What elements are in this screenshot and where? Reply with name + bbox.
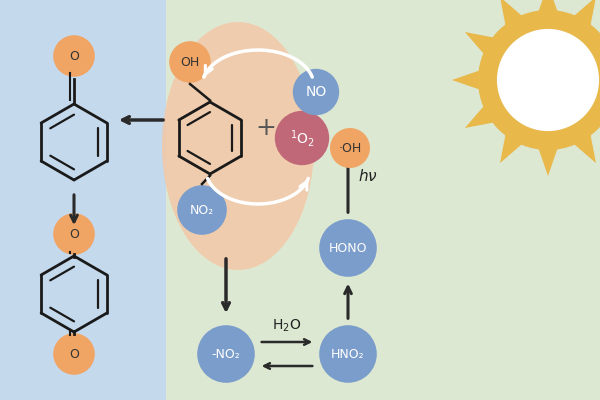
Text: H$_2$O: H$_2$O bbox=[272, 318, 302, 334]
Text: NO₂: NO₂ bbox=[190, 204, 214, 216]
Text: O: O bbox=[69, 348, 79, 360]
Circle shape bbox=[319, 325, 377, 383]
Circle shape bbox=[319, 219, 377, 277]
Text: $^1$O$_2$: $^1$O$_2$ bbox=[290, 128, 314, 148]
Polygon shape bbox=[500, 129, 526, 163]
Polygon shape bbox=[452, 68, 485, 92]
Text: ·OH: ·OH bbox=[338, 142, 362, 154]
Polygon shape bbox=[465, 102, 499, 128]
Text: O: O bbox=[69, 228, 79, 240]
Text: +: + bbox=[256, 116, 277, 140]
Polygon shape bbox=[465, 32, 499, 58]
Text: HNO₂: HNO₂ bbox=[331, 348, 365, 360]
Circle shape bbox=[169, 41, 211, 83]
Circle shape bbox=[330, 128, 370, 168]
Circle shape bbox=[197, 325, 255, 383]
Text: NO: NO bbox=[305, 85, 326, 99]
Text: $h\nu$: $h\nu$ bbox=[358, 168, 378, 184]
Bar bbox=[0, 0, 166, 400]
Polygon shape bbox=[536, 143, 559, 176]
Polygon shape bbox=[597, 102, 600, 128]
Polygon shape bbox=[597, 32, 600, 58]
Circle shape bbox=[53, 333, 95, 375]
Circle shape bbox=[53, 213, 95, 255]
Text: OH: OH bbox=[181, 56, 200, 68]
Circle shape bbox=[293, 69, 339, 115]
Ellipse shape bbox=[162, 22, 314, 270]
Circle shape bbox=[53, 35, 95, 77]
Circle shape bbox=[177, 185, 227, 235]
Bar bbox=[166, 0, 600, 400]
Circle shape bbox=[478, 10, 600, 150]
Circle shape bbox=[275, 111, 329, 165]
Polygon shape bbox=[536, 0, 559, 17]
Circle shape bbox=[499, 31, 597, 129]
Text: -NO₂: -NO₂ bbox=[212, 348, 241, 360]
Text: O: O bbox=[69, 50, 79, 62]
Polygon shape bbox=[500, 0, 526, 31]
Polygon shape bbox=[569, 0, 596, 31]
Text: HONO: HONO bbox=[329, 242, 367, 254]
Polygon shape bbox=[569, 129, 596, 163]
